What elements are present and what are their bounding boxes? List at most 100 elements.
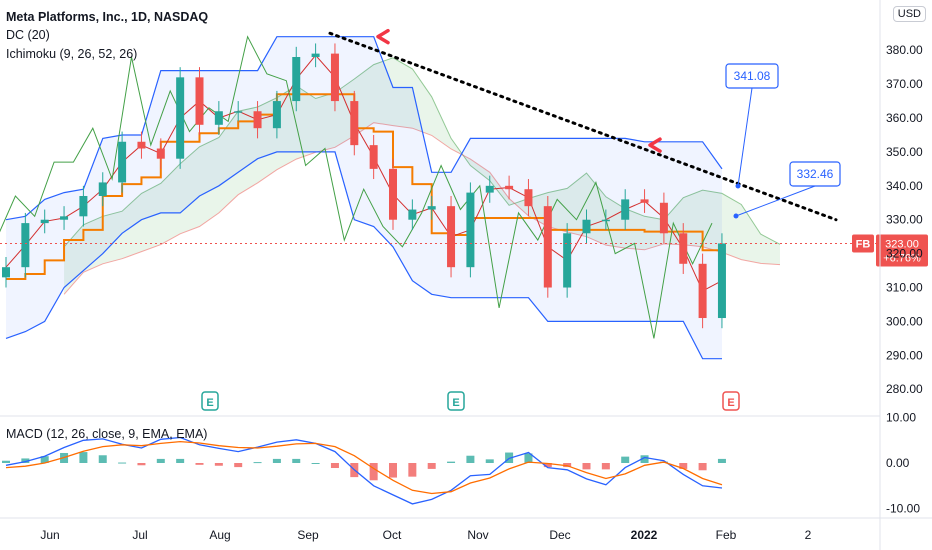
macd-histogram-bar[interactable] [389, 463, 397, 478]
macd-histogram-bar[interactable] [698, 463, 707, 471]
candle-body[interactable] [427, 206, 436, 210]
price-tick-label: 370.00 [886, 77, 923, 91]
ichimoku-legend[interactable]: Ichimoku (9, 26, 52, 26) [6, 47, 138, 61]
price-tick-label: 380.00 [886, 43, 923, 57]
candle-body[interactable] [582, 219, 591, 234]
last-price-badge[interactable] [876, 234, 928, 267]
candle-body[interactable] [272, 101, 281, 129]
candle-body[interactable] [156, 148, 165, 159]
earnings-marker[interactable] [447, 391, 465, 411]
macd-histogram-bar[interactable] [195, 463, 204, 465]
macd-histogram-bar[interactable] [447, 461, 456, 463]
macd-histogram-bar[interactable] [21, 458, 30, 463]
macd-histogram-bar[interactable] [717, 458, 726, 463]
candle-body[interactable] [292, 57, 301, 102]
earnings-marker[interactable] [722, 391, 740, 411]
candle-body[interactable] [118, 141, 127, 183]
annotation-layer: 341.08 332.46 FB 323.00 +6.76% E E E [0, 28, 928, 411]
currency-badge[interactable]: USD [892, 6, 926, 22]
candle-body[interactable] [40, 219, 49, 224]
macd-histogram-bar[interactable] [2, 460, 10, 463]
macd-histogram-bar[interactable] [118, 462, 127, 464]
candle-body[interactable] [601, 219, 610, 222]
macd-histogram-bar[interactable] [253, 462, 262, 464]
callout-332-box[interactable] [789, 161, 841, 187]
macd-histogram-bar[interactable] [214, 463, 223, 466]
macd-histogram-bar[interactable] [40, 456, 49, 463]
macd-histogram-bar[interactable] [272, 458, 281, 463]
candle-body[interactable] [214, 111, 223, 125]
macd-histogram-bar[interactable] [234, 463, 243, 468]
candle-body[interactable] [466, 192, 475, 268]
macd-histogram-bar[interactable] [582, 463, 591, 470]
donchian-legend[interactable]: DC (20) [6, 28, 50, 42]
macd-histogram-bar[interactable] [330, 463, 339, 469]
earnings-marker[interactable] [201, 391, 219, 411]
macd-histogram-bar[interactable] [176, 458, 185, 463]
candle-body[interactable] [640, 199, 649, 203]
macd-histogram-bar[interactable] [543, 463, 552, 468]
candle-body[interactable] [330, 53, 339, 102]
candle-body[interactable] [2, 267, 10, 278]
candle-body[interactable] [621, 199, 630, 220]
candle-body[interactable] [21, 223, 30, 268]
time-tick-label: Nov [467, 528, 488, 542]
candle-body[interactable] [524, 189, 533, 207]
candle-body[interactable] [137, 141, 146, 149]
candle-body[interactable] [543, 206, 552, 288]
candle-body[interactable] [311, 53, 320, 57]
price-tick-label: 310.00 [886, 281, 923, 295]
macd-histogram-bar[interactable] [408, 463, 417, 477]
macd-histogram-bar[interactable] [524, 453, 533, 463]
price-tick-label: 360.00 [886, 111, 923, 125]
candle-body[interactable] [717, 243, 726, 319]
macd-histogram-bar[interactable] [621, 456, 630, 463]
candle-body[interactable] [98, 182, 107, 196]
macd-histogram-bar[interactable] [156, 458, 165, 463]
candle-body[interactable] [447, 206, 456, 268]
candle-body[interactable] [389, 168, 397, 220]
candle-body[interactable] [253, 111, 262, 129]
candle-body[interactable] [195, 77, 204, 125]
peak-arrow-icon [376, 28, 390, 45]
candle-body[interactable] [659, 202, 668, 234]
candle-body[interactable] [79, 195, 88, 217]
macd-histogram-bar[interactable] [640, 455, 649, 463]
callout-341-label: 341.08 [734, 69, 771, 83]
candle-body[interactable] [698, 263, 707, 319]
macd-histogram-bar[interactable] [369, 463, 378, 481]
callout-341-box[interactable] [725, 63, 779, 89]
candle-body[interactable] [563, 233, 572, 288]
candle-body[interactable] [60, 216, 69, 220]
candle-body[interactable] [369, 145, 378, 169]
candle-body[interactable] [350, 101, 359, 146]
candle-body[interactable] [234, 111, 243, 113]
macd-histogram-bar[interactable] [292, 458, 301, 463]
macd-histogram-bar[interactable] [485, 459, 494, 463]
symbol-badge[interactable] [852, 234, 874, 253]
earnings-marker-label: E [206, 397, 213, 409]
donchian-upper-line [5, 36, 723, 221]
candle-body[interactable] [176, 77, 185, 159]
macd-histogram-bar[interactable] [466, 455, 475, 463]
macd-histogram-bar[interactable] [601, 463, 610, 470]
price-tick-label: 320.00 [886, 247, 923, 261]
macd-pane[interactable] [0, 415, 880, 505]
macd-histogram-bar[interactable] [427, 463, 436, 469]
macd-histogram-bar[interactable] [311, 463, 320, 464]
candlestick-layer[interactable] [2, 43, 726, 329]
candle-body[interactable] [408, 209, 417, 220]
macd-histogram-bar[interactable] [679, 463, 688, 469]
candle-body[interactable] [485, 185, 494, 193]
macd-legend[interactable]: MACD (12, 26, close, 9, EMA, EMA) [6, 427, 208, 441]
macd-histogram-bar[interactable] [79, 452, 88, 463]
candle-body[interactable] [505, 185, 514, 190]
trend-line [328, 31, 838, 222]
callout-341-point [735, 183, 741, 189]
macd-histogram-bar[interactable] [137, 463, 146, 466]
candle-body[interactable] [679, 233, 688, 264]
time-tick-label: 2 [805, 528, 812, 542]
macd-histogram-bar[interactable] [98, 455, 107, 463]
